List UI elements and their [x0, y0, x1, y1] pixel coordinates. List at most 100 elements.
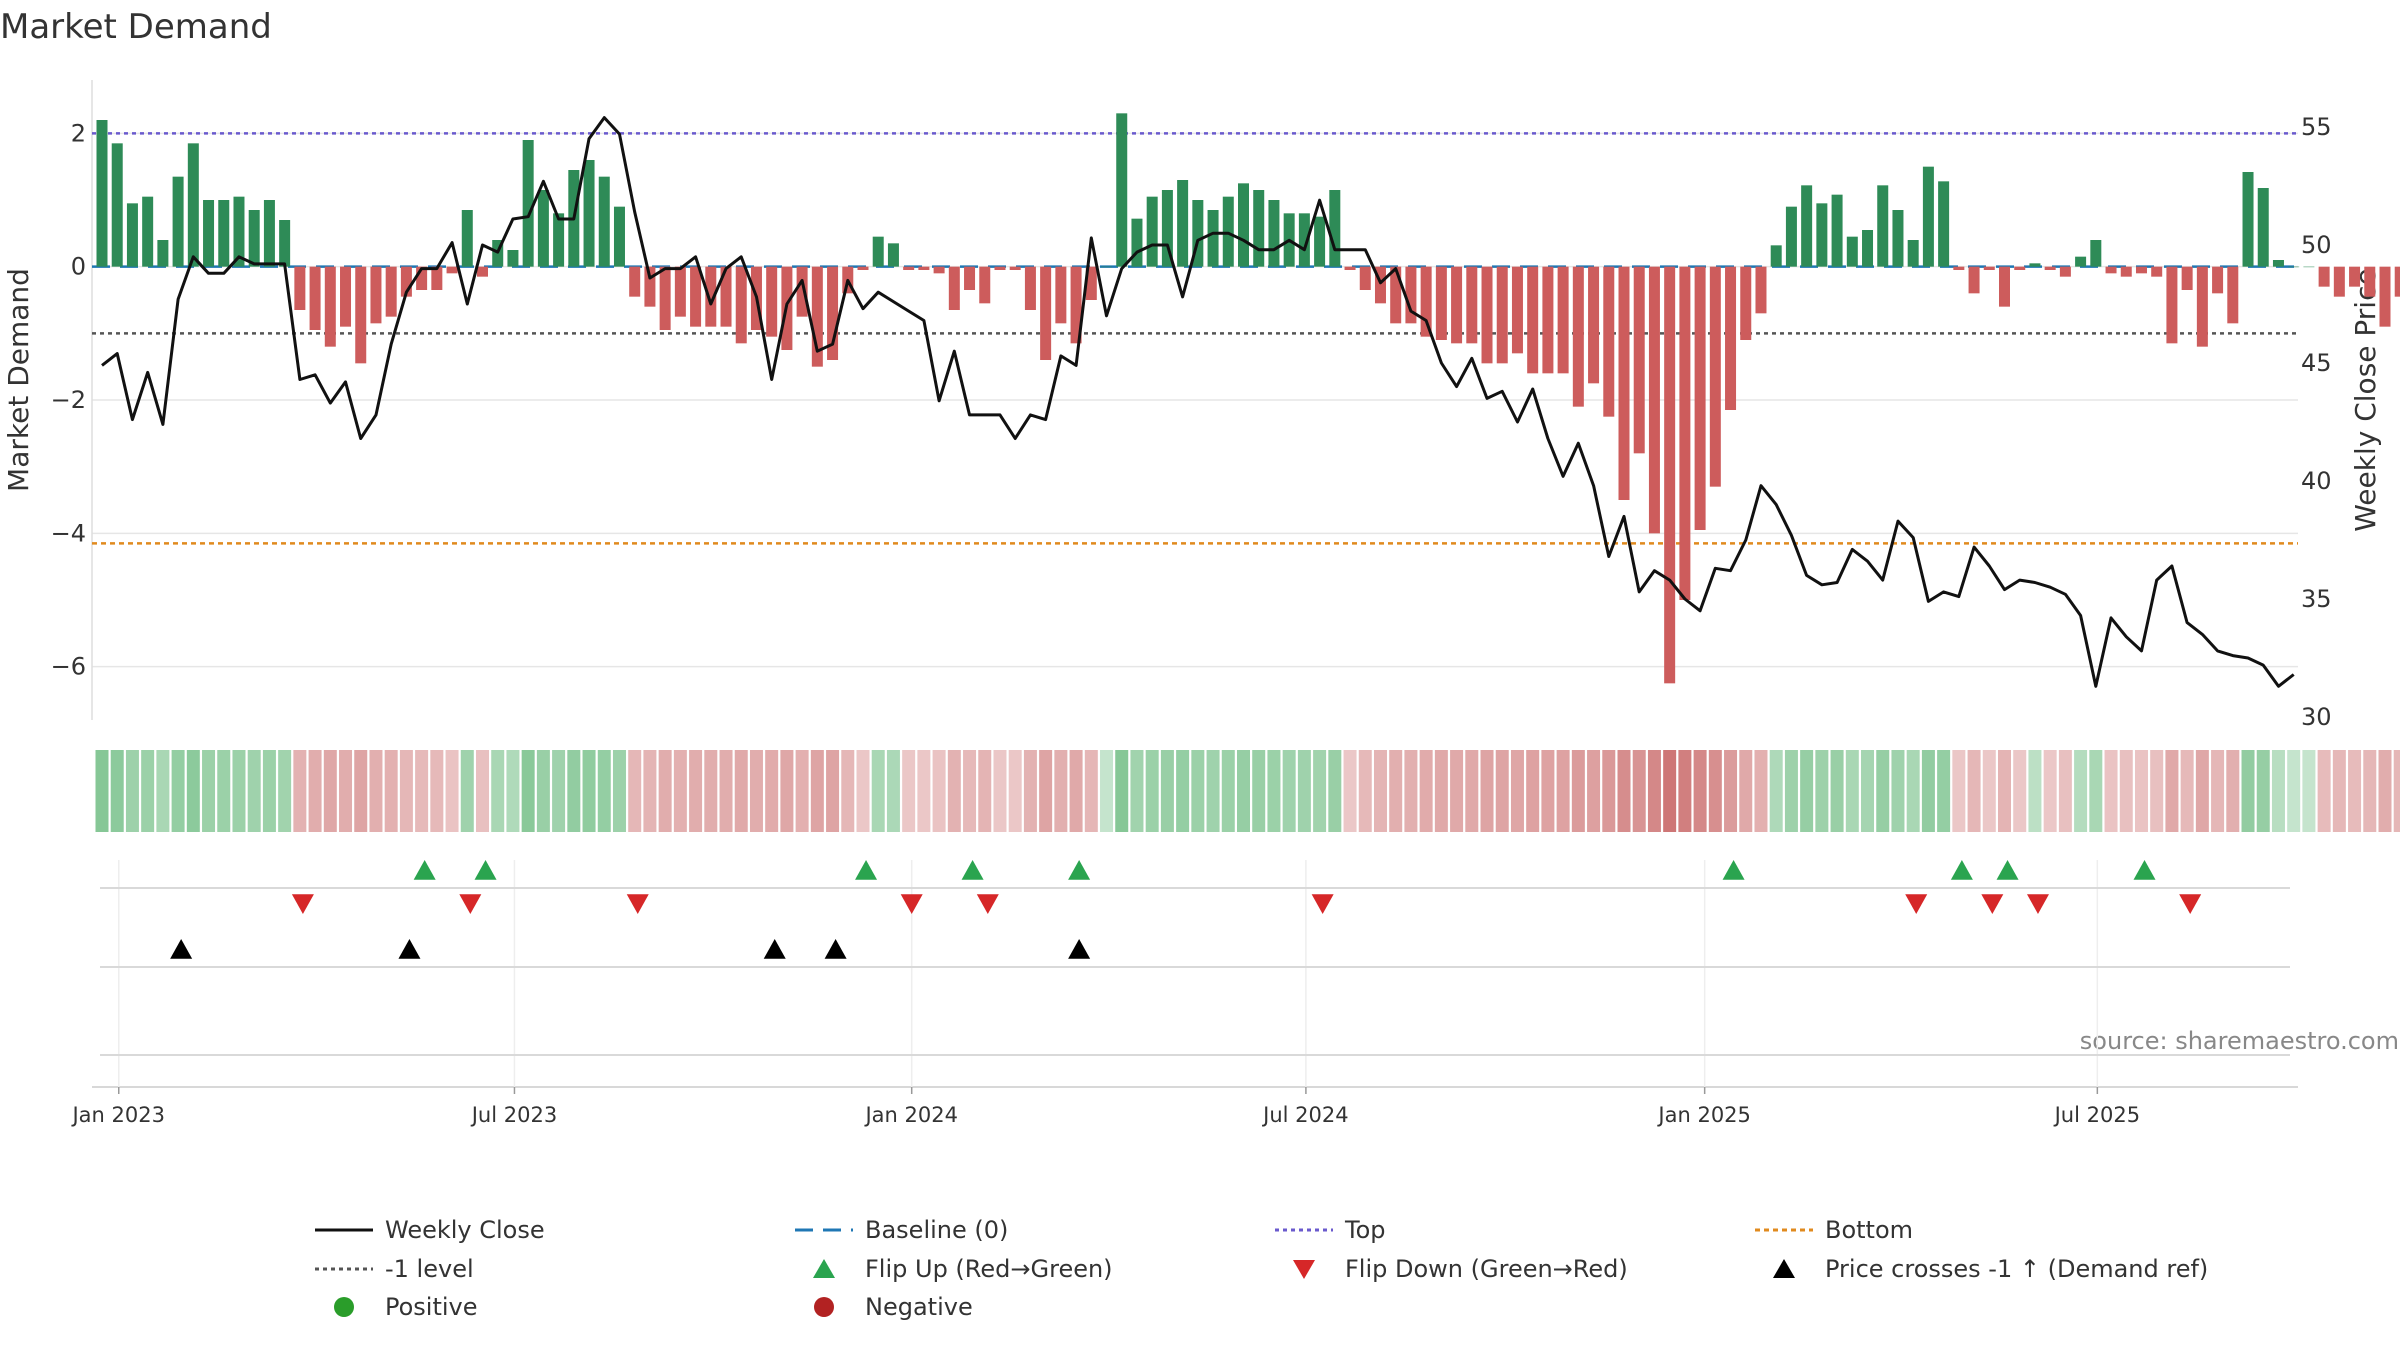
demand-bar: [1466, 266, 1478, 344]
demand-bar: [735, 266, 747, 344]
demand-bar: [1983, 266, 1995, 270]
flip-up-marker: [1068, 860, 1091, 880]
demand-bar: [1161, 190, 1173, 267]
demand-bar: [157, 240, 169, 267]
demand-bar: [248, 210, 260, 267]
heat-cell: [521, 750, 535, 832]
right-tick-label: 30: [2301, 703, 2332, 731]
event-markers: [100, 860, 2290, 1056]
demand-bar: [1892, 210, 1904, 267]
right-tick-label: 50: [2301, 231, 2332, 259]
heat-cell: [673, 750, 687, 832]
heat-cell: [1708, 750, 1722, 832]
heat-cell: [1998, 750, 2011, 832]
legend-symbol: [1293, 1260, 1315, 1279]
x-tick-label: Jan 2023: [70, 1103, 165, 1127]
heat-cell: [1556, 750, 1570, 832]
heat-cell: [1084, 750, 1098, 832]
heat-cell: [1830, 750, 1844, 832]
heat-cell: [1176, 750, 1190, 832]
heat-cell: [247, 750, 261, 832]
flip-down-marker: [626, 894, 649, 914]
demand-bar: [1527, 266, 1539, 374]
legend-label: Flip Up (Red→Green): [865, 1255, 1113, 1283]
demand-bar: [355, 266, 367, 364]
heat-cell: [384, 750, 398, 832]
demand-bar: [1816, 203, 1828, 267]
heat-cell: [1358, 750, 1372, 832]
heat-cell: [2317, 750, 2331, 832]
demand-bar: [1938, 181, 1950, 267]
heat-cell: [2180, 750, 2194, 832]
heat-cell: [1221, 750, 1235, 832]
demand-bar: [1740, 266, 1752, 340]
heat-cell: [1571, 750, 1585, 832]
heat-cell: [1267, 750, 1281, 832]
heat-cell: [749, 750, 763, 832]
demand-bar: [1390, 266, 1402, 324]
x-tick-labels: Jan 2023 Jul 2023 Jan 2024 Jul 2024 Jan 2025…: [70, 1087, 2140, 1127]
demand-bar: [887, 243, 899, 267]
heat-cell: [1191, 750, 1205, 832]
demand-bar: [1070, 266, 1082, 344]
flip-down-marker: [900, 894, 923, 914]
demand-bar: [400, 266, 412, 297]
demand-bar: [1101, 266, 1113, 268]
heat-cell: [1800, 750, 1814, 832]
heat-cell: [871, 750, 885, 832]
heat-cell: [2119, 750, 2133, 832]
demand-bar: [1679, 266, 1691, 600]
heat-cell: [1069, 750, 1083, 832]
demand-bar: [1268, 200, 1280, 267]
demand-bar: [187, 143, 199, 267]
flip-up-marker: [961, 860, 984, 880]
heat-cell: [369, 750, 383, 832]
heat-cell: [1480, 750, 1494, 832]
heat-cell: [1434, 750, 1448, 832]
heat-cell: [658, 750, 672, 832]
demand-bar: [233, 196, 245, 267]
heat-cell: [202, 750, 216, 832]
demand-bar: [674, 266, 686, 317]
demand-bar: [1770, 245, 1782, 267]
demand-bar: [507, 250, 519, 267]
demand-bar: [1177, 180, 1189, 267]
heat-cell: [1693, 750, 1707, 832]
heat-cell: [491, 750, 505, 832]
heat-cell: [1602, 750, 1616, 832]
heat-cell: [841, 750, 855, 832]
heat-cell: [1237, 750, 1250, 832]
heat-cell: [643, 750, 657, 832]
heat-cell: [1282, 750, 1296, 832]
price-cross-marker: [1068, 939, 1091, 959]
flip-down-marker: [2026, 894, 2049, 914]
right-tick-label: 55: [2301, 113, 2332, 141]
legend-label: Price crosses -1 ↑ (Demand ref): [1825, 1255, 2208, 1283]
heat-cell: [978, 750, 992, 832]
heat-cell: [1647, 750, 1661, 832]
heat-cell: [1587, 750, 1601, 832]
heat-cell: [125, 750, 139, 832]
heat-cell: [293, 750, 307, 832]
heat-cell: [1952, 750, 1966, 832]
heat-cell: [2028, 750, 2042, 832]
demand-bar: [1664, 266, 1676, 684]
demand-bar: [598, 176, 610, 267]
demand-bar: [918, 266, 930, 270]
demand-bar: [1329, 190, 1341, 267]
heat-cell: [2195, 750, 2209, 832]
demand-bar: [2379, 266, 2391, 327]
heat-cell: [1678, 750, 1692, 832]
heat-cell: [963, 750, 977, 832]
demand-bar: [1862, 230, 1874, 267]
heat-cell: [2165, 750, 2179, 832]
heat-cell: [795, 750, 809, 832]
demand-bar: [1907, 240, 1919, 267]
demand-bar: [1238, 183, 1249, 267]
flip-down-marker: [2179, 894, 2202, 914]
demand-bar: [1374, 266, 1386, 304]
legend-symbol: [334, 1297, 354, 1317]
left-tick-label: 2: [71, 119, 86, 147]
demand-bar: [1725, 266, 1737, 410]
